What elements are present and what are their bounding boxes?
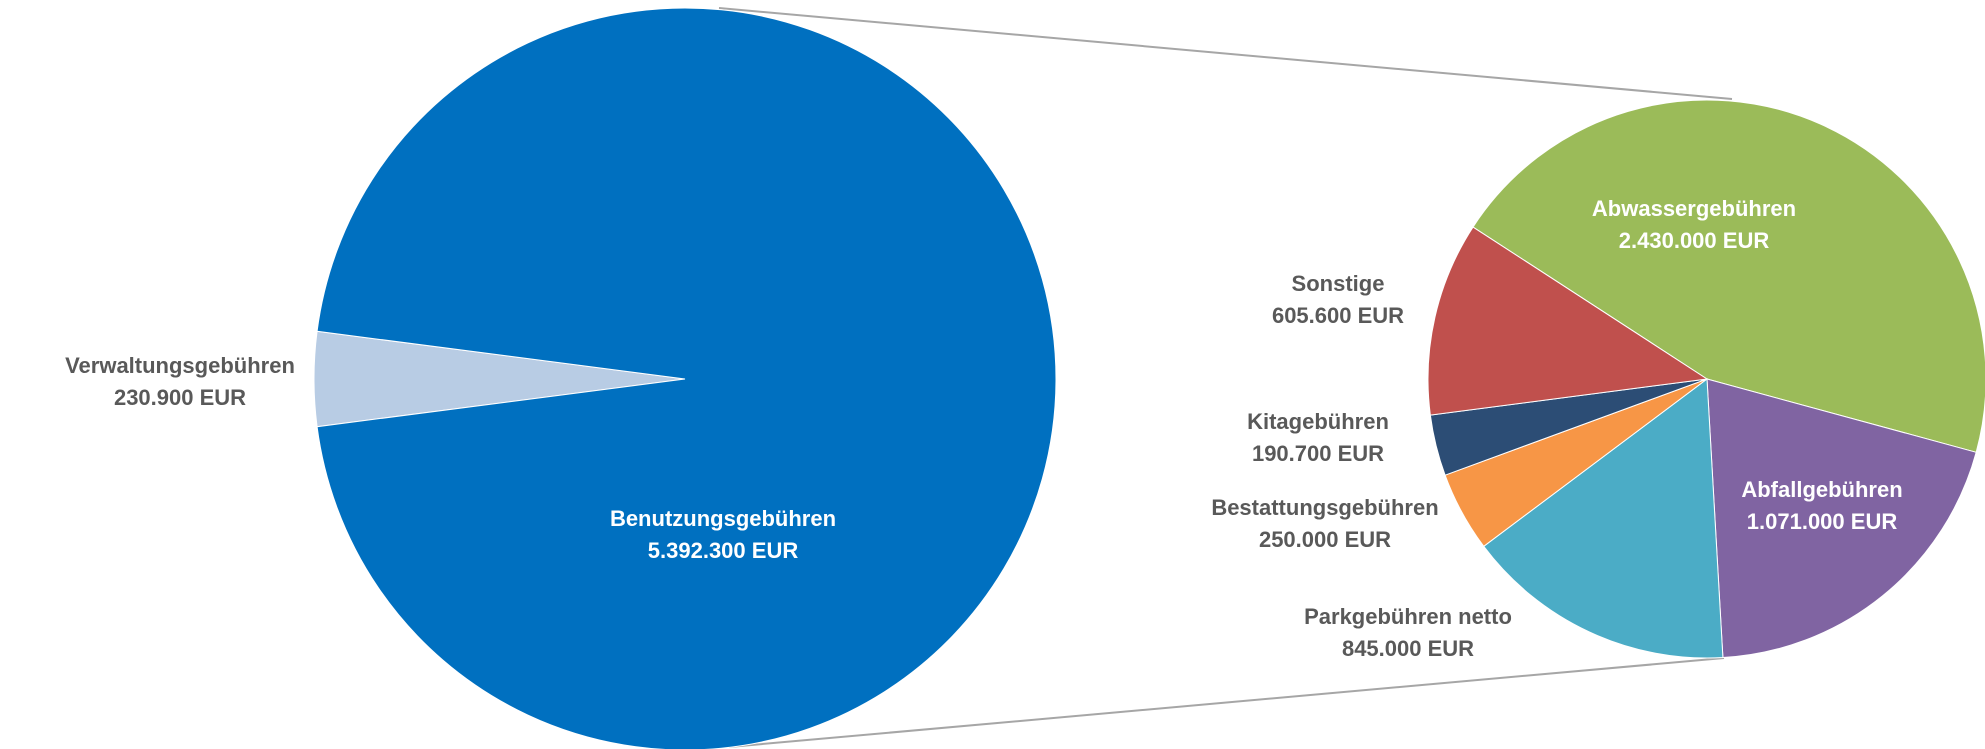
category-label: Abwassergebühren xyxy=(1592,196,1796,221)
slice-label: Kitagebühren 190.700 EUR xyxy=(1247,409,1389,466)
category-label: Bestattungsgebühren xyxy=(1211,495,1438,520)
pie-slice xyxy=(1427,226,1709,416)
category-label: Abfallgebühren xyxy=(1741,477,1902,502)
pie-slice xyxy=(1472,99,1985,453)
category-label: Parkgebühren netto xyxy=(1304,604,1512,629)
pie-slice xyxy=(1706,378,1977,659)
value-label: 230.900 EUR xyxy=(114,385,246,410)
slice-label: Parkgebühren netto 845.000 EUR xyxy=(1304,604,1512,661)
value-label: 5.392.300 EUR xyxy=(648,538,799,563)
category-label: Sonstige xyxy=(1292,271,1385,296)
value-label: 605.600 EUR xyxy=(1272,303,1404,328)
pie-slice xyxy=(316,7,1057,749)
connector-line xyxy=(718,7,1733,100)
value-label: 250.000 EUR xyxy=(1259,527,1391,552)
value-label: 2.430.000 EUR xyxy=(1619,228,1770,253)
value-label: 845.000 EUR xyxy=(1342,636,1474,661)
slice-label: Sonstige 605.600 EUR xyxy=(1272,271,1404,328)
slice-label: Abwassergebühren 2.430.000 EUR xyxy=(1592,196,1796,253)
category-label: Verwaltungsgebühren xyxy=(65,353,295,378)
pie-slice xyxy=(1483,378,1724,659)
value-label: 1.071.000 EUR xyxy=(1747,509,1898,534)
category-label: Benutzungsgebühren xyxy=(610,506,836,531)
slice-label: Abfallgebühren 1.071.000 EUR xyxy=(1741,477,1902,534)
slice-label: Verwaltungsgebühren 230.900 EUR xyxy=(65,353,295,410)
slice-label: Bestattungsgebühren 250.000 EUR xyxy=(1211,495,1438,552)
value-label: 190.700 EUR xyxy=(1252,441,1384,466)
category-label: Kitagebühren xyxy=(1247,409,1389,434)
connector-line xyxy=(728,657,1725,748)
slice-label: Benutzungsgebühren 5.392.300 EUR xyxy=(610,506,836,563)
